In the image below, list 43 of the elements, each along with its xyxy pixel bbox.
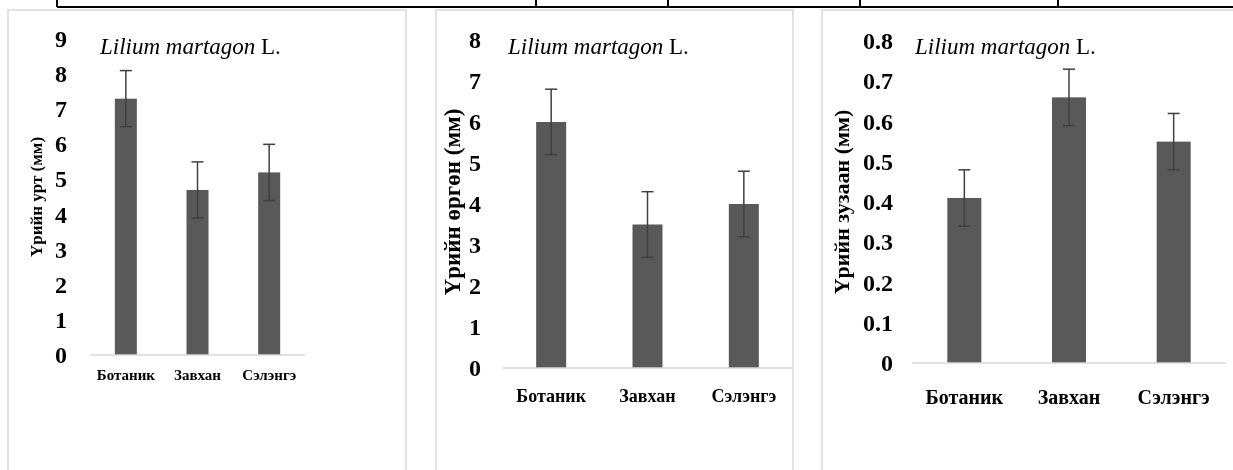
y-tick-label: 2 (55, 271, 67, 298)
y-tick-label: 8 (55, 61, 67, 88)
x-tick-label: Ботаник (96, 367, 156, 383)
y-tick-label: 0.5 (863, 148, 893, 175)
y-tick-label: 4 (55, 201, 67, 228)
y-tick-label: 0.4 (863, 189, 893, 215)
y-tick-label: 3 (55, 236, 67, 263)
x-tick-label: Сэлэнгэ (1137, 386, 1210, 408)
y-tick-label: 0.2 (863, 269, 893, 296)
y-tick-label: 0 (881, 350, 893, 376)
y-tick-label: 0.6 (863, 108, 893, 135)
y-axis-title: Үрийн өргөн (мм) (439, 108, 465, 296)
y-tick-label: 5 (469, 150, 481, 176)
x-tick-label: Завхан (619, 386, 676, 406)
y-tick-label: 6 (55, 131, 67, 158)
y-tick-label: 0 (55, 342, 67, 368)
y-tick-label: 0.7 (863, 68, 893, 95)
x-tick-label: Ботаник (925, 386, 1004, 408)
chart-title: Lilium martagon L. (507, 34, 689, 59)
y-tick-label: 0.1 (863, 309, 893, 336)
x-tick-label: Ботаник (516, 386, 587, 406)
y-tick-label: 0.3 (863, 229, 893, 256)
chart-title: Lilium martagon L. (99, 34, 281, 59)
y-tick-label: 2 (469, 273, 481, 299)
y-tick-label: 7 (469, 68, 481, 94)
y-tick-label: 0.8 (863, 28, 893, 54)
y-tick-label: 7 (55, 96, 67, 123)
y-tick-label: 1 (469, 314, 481, 340)
y-tick-label: 3 (469, 232, 481, 258)
x-tick-label: Завхан (1037, 386, 1101, 408)
chart-title: Lilium martagon L. (914, 34, 1096, 59)
y-axis-title: Үрийн зузаан (мм) (828, 109, 854, 295)
x-tick-label: Сэлэнгэ (711, 386, 777, 406)
y-tick-label: 0 (469, 355, 481, 381)
y-tick-label: 4 (469, 191, 481, 217)
y-tick-label: 5 (55, 166, 67, 193)
y-axis-title: Үрийн урт (мм) (26, 136, 46, 258)
x-tick-label: Завхан (174, 367, 222, 383)
y-tick-label: 1 (55, 306, 67, 333)
y-tick-label: 9 (55, 26, 67, 52)
y-tick-label: 6 (469, 109, 481, 135)
x-tick-label: Сэлэнгэ (242, 367, 297, 383)
y-tick-label: 8 (469, 27, 481, 53)
